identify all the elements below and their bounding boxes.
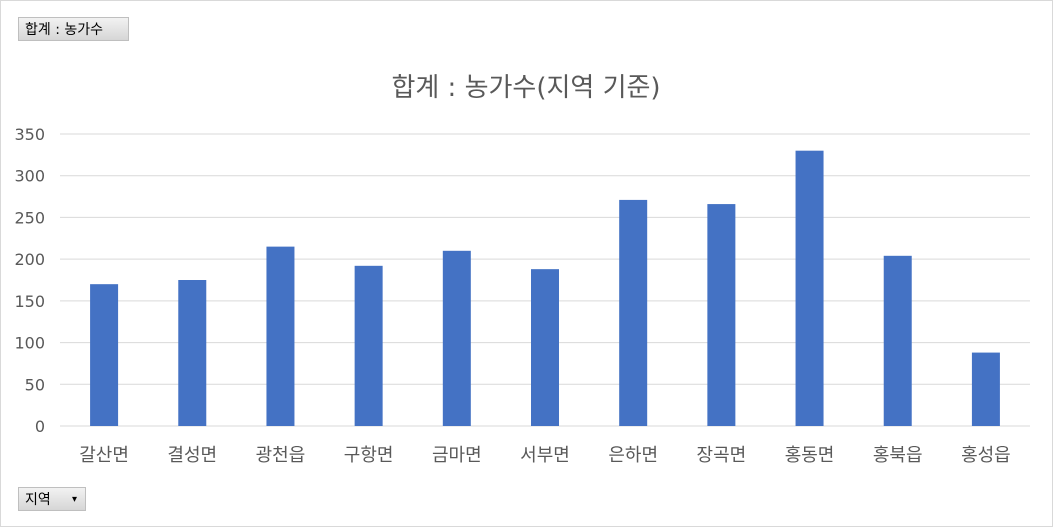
bar[interactable] [354,265,383,426]
y-tick-label: 350 [14,125,45,144]
y-tick-label: 150 [14,292,45,311]
x-category-label: 홍동면 [785,445,835,466]
bar[interactable] [90,284,119,426]
x-category-label: 은하면 [608,445,658,466]
x-axis-labels: 갈산면 결성면 광천읍 구항면 금마면 서부면 은하면 장곡면 홍동면 홍북읍 홍성읍 [79,445,1011,466]
bar[interactable] [795,150,824,426]
x-category-label: 장곡면 [697,445,747,466]
bar[interactable] [619,199,648,426]
chart-title: 합계 : 농가수(지역 기준) [391,73,660,103]
x-category-label: 구항면 [344,445,394,466]
x-category-label: 서부면 [520,445,570,466]
x-category-label: 홍북읍 [873,445,923,466]
y-tick-label: 0 [35,417,45,436]
bar[interactable] [266,246,295,426]
sum-field-button[interactable]: 합계 : 농가수 [18,17,129,41]
dropdown-arrow-icon: ▾ [71,494,77,505]
x-category-label: 결성면 [167,445,217,466]
x-category-label: 금마면 [432,445,482,466]
bar[interactable] [883,255,912,426]
y-tick-label: 200 [14,250,45,269]
y-tick-label: 250 [14,208,45,227]
bar[interactable] [971,352,1000,426]
bar[interactable] [707,204,736,426]
gridlines [60,133,1030,427]
bars [90,150,1000,426]
axis-field-filter-button[interactable]: 지역 ▾ [18,487,86,511]
x-category-label: 갈산면 [79,445,129,466]
y-axis-ticks: 0 50 100 150 200 250 300 350 [14,125,45,436]
x-category-label: 광천읍 [256,445,306,466]
bar[interactable] [442,250,471,426]
y-tick-label: 100 [14,334,45,353]
y-tick-label: 300 [14,167,45,186]
y-tick-label: 50 [25,375,45,394]
bar[interactable] [178,280,207,426]
axis-field-label: 지역 [25,492,51,508]
x-category-label: 홍성읍 [961,445,1011,466]
bar[interactable] [531,269,559,426]
